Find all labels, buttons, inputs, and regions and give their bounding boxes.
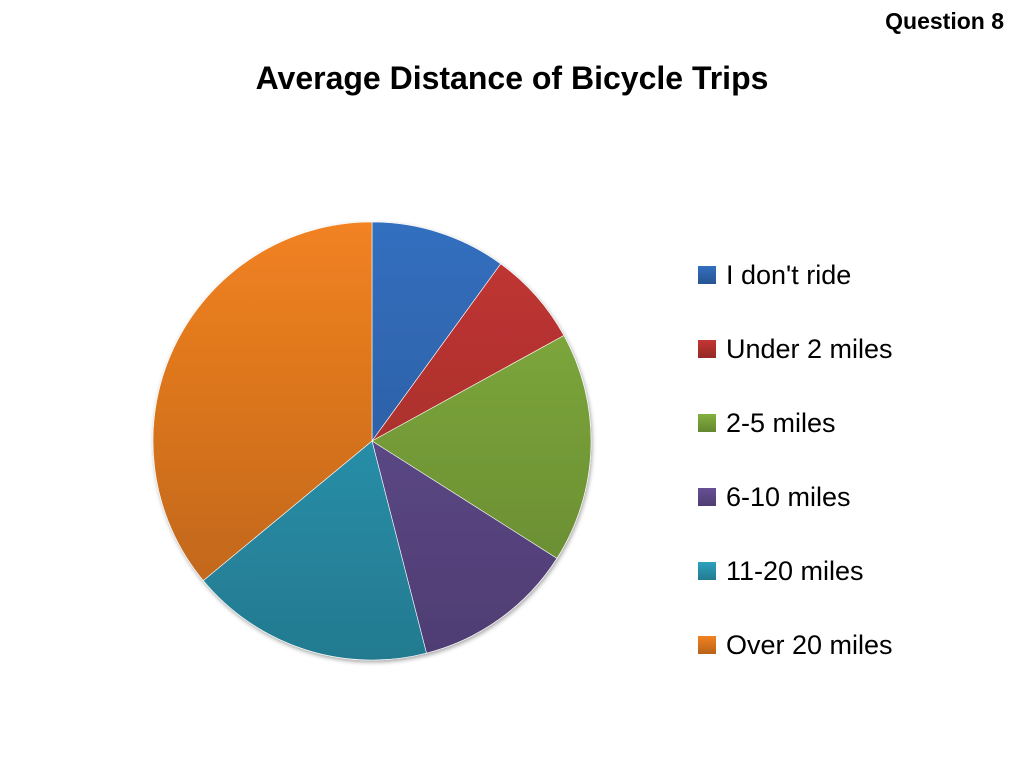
legend-swatch [698,266,716,284]
legend: I don't ride Under 2 miles 2-5 miles 6-10 m… [698,248,893,682]
chart-title: Average Distance of Bicycle Trips [255,60,769,96]
pie-chart [152,221,592,661]
legend-label: I don't ride [726,259,852,290]
pie-slices [152,221,592,661]
legend-item: 6-10 miles [698,460,893,534]
legend-item: 11-20 miles [698,534,893,608]
pie-slice-2 [371,335,592,559]
legend-swatch [698,414,716,432]
legend-label: 2-5 miles [726,407,836,438]
legend-item: Under 2 miles [698,312,893,386]
legend-label: 11-20 miles [726,555,864,586]
legend-label: Under 2 miles [726,333,893,364]
pie-slice-0 [371,221,502,442]
legend-label: Over 20 miles [726,629,893,660]
legend-item: 2-5 miles [698,386,893,460]
legend-swatch [698,340,716,358]
question-label: Question 8 [885,8,1004,34]
legend-swatch [698,636,716,654]
legend-item: Over 20 miles [698,608,893,682]
pie-slice-4 [202,440,427,661]
legend-swatch [698,488,716,506]
pie-slice-3 [371,440,558,654]
legend-label: 6-10 miles [726,481,851,512]
legend-item: I don't ride [698,238,893,312]
pie-slice-5 [152,221,373,582]
legend-swatch [698,562,716,580]
